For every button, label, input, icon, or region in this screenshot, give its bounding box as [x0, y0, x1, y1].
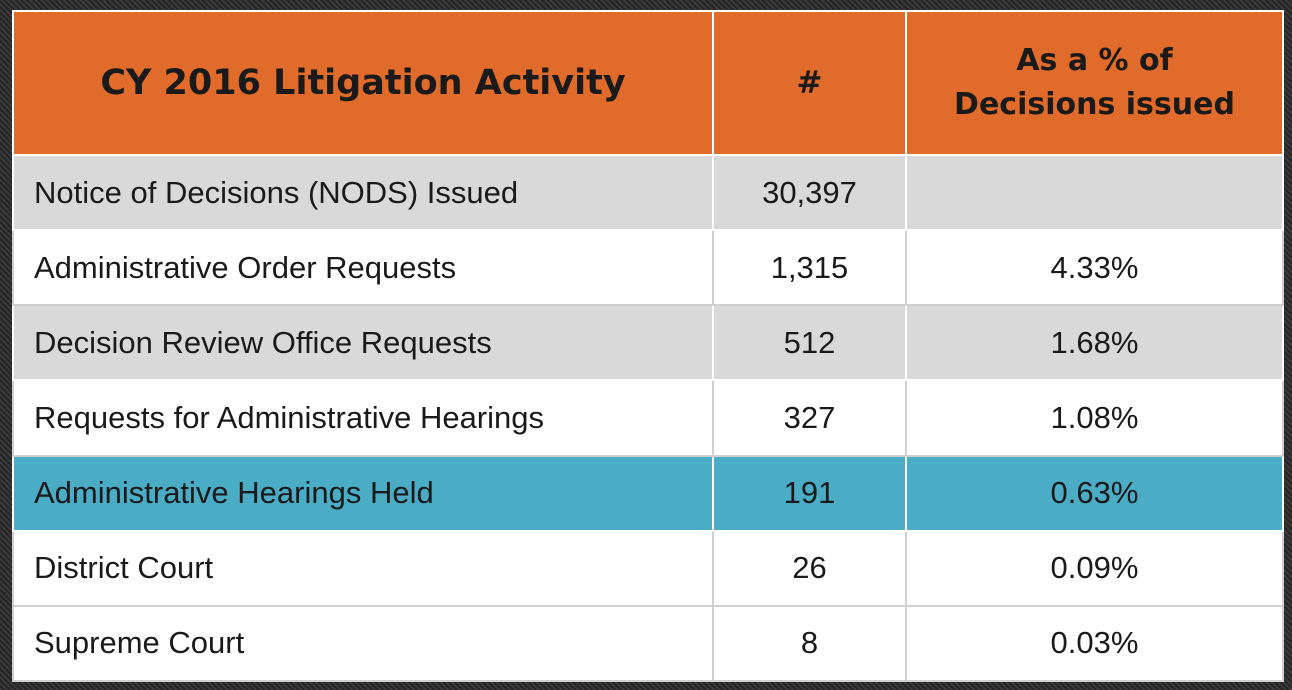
table-cell: 0.03% — [905, 604, 1284, 683]
table-cell: 0.09% — [905, 529, 1284, 607]
table-cell: Administrative Hearings Held — [12, 454, 714, 532]
table-row: Requests for Administrative Hearings 327 1… — [12, 379, 1284, 457]
table-row: Supreme Court 8 0.03% — [12, 604, 1284, 683]
table-cell: 0.63% — [905, 454, 1284, 532]
table-row: Administrative Order Requests 1,315 4.33% — [12, 229, 1284, 307]
table-row: District Court 26 0.09% — [12, 529, 1284, 607]
table-cell: 8 — [712, 604, 907, 683]
table-cell: 1.68% — [905, 304, 1284, 382]
table-cell: 1.08% — [905, 379, 1284, 457]
table-cell: 191 — [712, 454, 907, 532]
table-cell: Administrative Order Requests — [12, 229, 714, 307]
header-cell: # — [712, 9, 907, 157]
table-cell: 512 — [712, 304, 907, 382]
header-line: Decisions issued — [954, 87, 1235, 123]
table-row: Notice of Decisions (NODS) Issued 30,397 — [12, 154, 1284, 232]
header-row: CY 2016 Litigation Activity # As a % of Dec… — [12, 9, 1284, 157]
header-cell: As a % of Decisions issued — [905, 9, 1284, 157]
table-cell: Decision Review Office Requests — [12, 304, 714, 382]
table-cell: Notice of Decisions (NODS) Issued — [12, 154, 714, 232]
table-cell: 26 — [712, 529, 907, 607]
table-row: Administrative Hearings Held 191 0.63% — [12, 454, 1284, 532]
table-cell: Supreme Court — [12, 604, 714, 683]
table-cell: 30,397 — [712, 154, 907, 232]
litigation-table: CY 2016 Litigation Activity # As a % of Dec… — [12, 9, 1284, 683]
table-row: Decision Review Office Requests 512 1.68% — [12, 304, 1284, 382]
header-cell: CY 2016 Litigation Activity — [12, 9, 714, 157]
table-cell: 327 — [712, 379, 907, 457]
table-cell: 4.33% — [905, 229, 1284, 307]
header-line: As a % of — [1016, 43, 1173, 79]
table-cell: District Court — [12, 529, 714, 607]
table-frame: CY 2016 Litigation Activity # As a % of Dec… — [12, 9, 1284, 683]
table-cell: Requests for Administrative Hearings — [12, 379, 714, 457]
table-cell: 1,315 — [712, 229, 907, 307]
table-cell — [905, 154, 1284, 232]
